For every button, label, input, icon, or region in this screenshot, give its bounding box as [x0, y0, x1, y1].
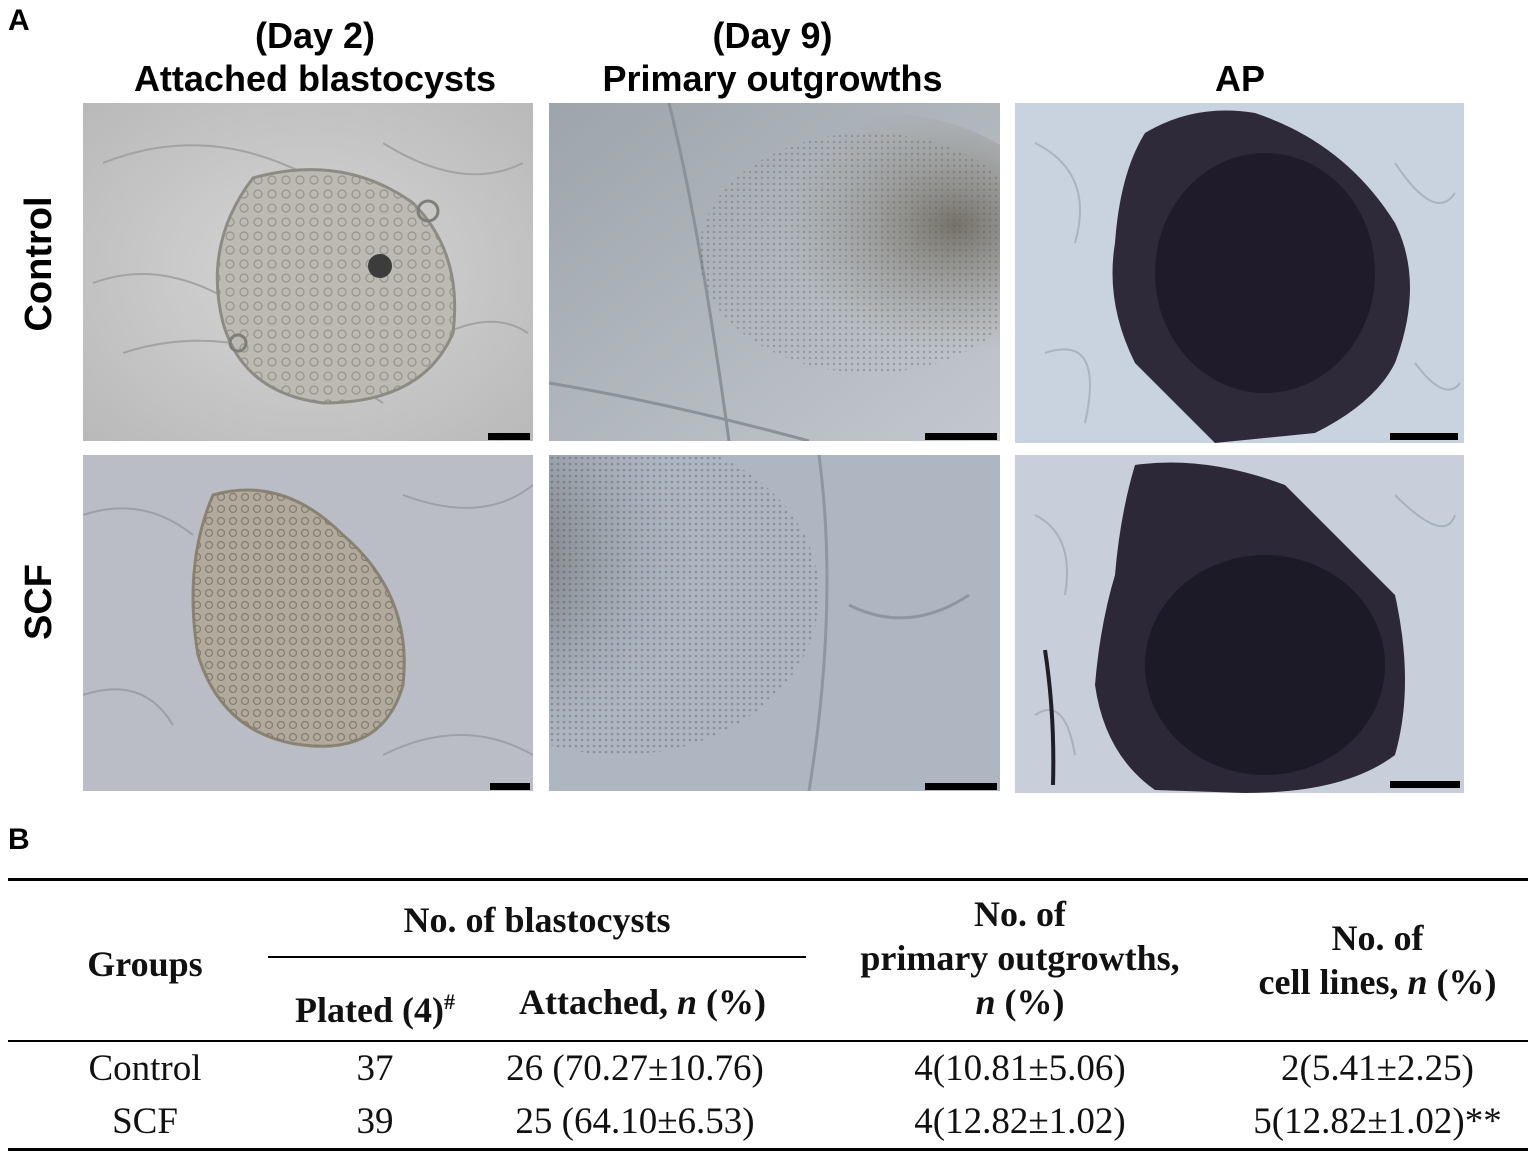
panel-a-letter: A — [8, 4, 30, 37]
table-row-control-group: Control — [88, 1048, 202, 1089]
column-title-ap: AP — [1015, 57, 1465, 100]
table-row-scf-attached: 25 (64.10±6.53) — [515, 1101, 755, 1142]
table-row-scf-cell-lines: 5(12.82±1.02)** — [1253, 1101, 1502, 1142]
table-row-scf-plated: 39 — [356, 1101, 394, 1142]
scale-bar — [1390, 433, 1458, 440]
header-cell-n: n — [1407, 962, 1428, 1002]
micrograph-control-day2 — [83, 103, 533, 441]
header-outgrowth-n: n — [975, 982, 996, 1022]
micrograph-scf-day9 — [549, 455, 1000, 791]
table-row-control-outgrowths: 4(10.81±5.06) — [914, 1048, 1126, 1089]
header-cell-lines: No. of cell lines, n (%) — [1225, 916, 1530, 1004]
scale-bar — [490, 783, 530, 790]
header-groups: Groups — [87, 944, 203, 984]
micrograph-control-day9 — [549, 103, 1000, 441]
table-bottom-rule — [8, 1148, 1528, 1151]
scale-bar — [925, 783, 997, 790]
column-title-day9: (Day 9) Primary outgrowths — [545, 14, 1000, 100]
column-title-day9-line2: Primary outgrowths — [602, 58, 943, 99]
micrograph-control-ap — [1015, 103, 1464, 443]
table-row-control-attached: 26 (70.27±10.76) — [506, 1048, 764, 1089]
header-attached: Attached, n (%) — [490, 980, 795, 1024]
scale-bar — [488, 433, 530, 440]
header-no-of-blastocysts: No. of blastocysts — [403, 900, 671, 940]
column-title-day2: (Day 2) Attached blastocysts — [80, 14, 550, 100]
scale-bar — [925, 433, 997, 440]
column-title-day2-line2: Attached blastocysts — [133, 58, 497, 99]
column-title-day9-line1: (Day 9) — [712, 15, 833, 56]
table-row-scf-outgrowths: 4(12.82±1.02) — [914, 1101, 1126, 1142]
table-top-rule — [8, 878, 1528, 881]
header-outgrowth-line3: n (%) — [820, 980, 1220, 1024]
column-title-ap-label: AP — [1214, 58, 1265, 99]
header-plated-sup: # — [443, 989, 455, 1014]
table-header-rule — [8, 1040, 1528, 1042]
header-plated: Plated (4)# — [270, 980, 480, 1032]
header-attached-n: n — [676, 982, 698, 1022]
table-row-control-cell-lines: 2(5.41±2.25) — [1281, 1048, 1474, 1089]
header-cell-line2: cell lines, n (%) — [1225, 960, 1530, 1004]
micrograph-scf-day2 — [83, 455, 533, 791]
table-row-control-plated: 37 — [356, 1048, 394, 1089]
header-primary-outgrowths: No. of primary outgrowths, n (%) — [820, 892, 1220, 1024]
header-attached-label: Attached, — [519, 982, 677, 1022]
micrograph-scf-ap — [1015, 455, 1464, 793]
table-subheader-rule — [268, 956, 806, 958]
header-outgrowth-line1: No. of — [974, 894, 1066, 934]
header-outgrowth-percent: (%) — [995, 982, 1065, 1022]
header-outgrowth-line2: primary outgrowths, — [860, 938, 1180, 978]
header-plated-label: Plated (4) — [295, 990, 444, 1030]
column-title-day2-line1: (Day 2) — [254, 15, 376, 56]
header-cell-percent: (%) — [1427, 962, 1497, 1002]
header-cell-label: cell lines, — [1258, 962, 1408, 1002]
table-row-scf-group: SCF — [112, 1101, 178, 1142]
scale-bar — [1390, 781, 1460, 788]
panel-b-letter: B — [8, 823, 30, 856]
header-attached-percent: (%) — [697, 982, 766, 1022]
header-cell-line1: No. of — [1331, 918, 1424, 958]
